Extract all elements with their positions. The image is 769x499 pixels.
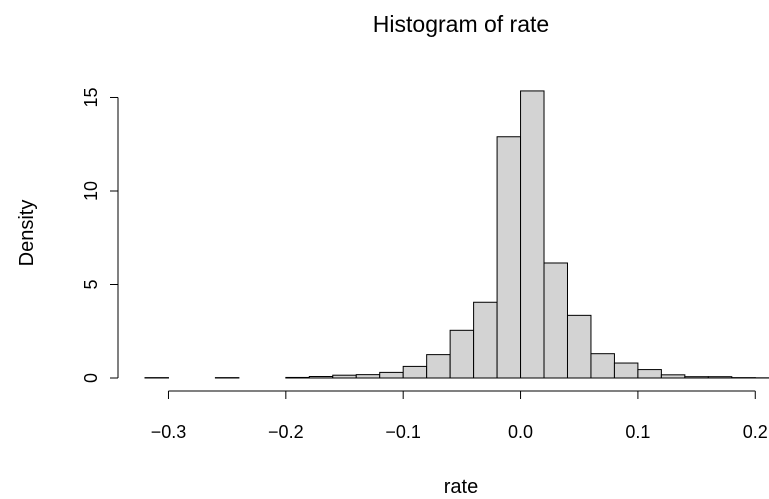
histogram-bar	[473, 301, 498, 379]
histogram-bar	[379, 371, 404, 379]
x-tick-label: −0.3	[151, 422, 187, 442]
y-axis-label: Density	[16, 200, 38, 267]
chart-title: Histogram of rate	[373, 11, 549, 37]
histogram-bar	[426, 354, 451, 379]
histogram-bar	[355, 374, 381, 379]
histogram-bar	[660, 374, 686, 379]
histogram-bar	[707, 376, 733, 379]
x-tick-label: −0.2	[268, 422, 304, 442]
y-tick-label: 10	[81, 181, 101, 201]
y-tick-label: 15	[81, 87, 101, 107]
histogram-bar	[613, 362, 639, 379]
histogram-bar	[520, 90, 545, 379]
histogram-bar	[543, 262, 568, 379]
y-tick-label: 0	[81, 373, 101, 383]
histogram-bar	[402, 365, 428, 379]
x-tick-label: −0.1	[385, 422, 421, 442]
histogram-bar	[332, 374, 357, 379]
x-tick-label: 0.1	[625, 422, 650, 442]
y-tick-label: 5	[81, 279, 101, 289]
y-axis: 0 5 10 15	[81, 87, 119, 383]
x-axis: −0.3 −0.2 −0.1 0.0 0.1 0.2	[151, 390, 768, 442]
bars-group	[144, 90, 769, 379]
x-tick-label: 0.0	[508, 422, 533, 442]
x-axis-label: rate	[444, 476, 478, 498]
histogram-bar	[637, 369, 662, 379]
histogram-bar	[308, 376, 334, 379]
histogram-bar	[449, 329, 475, 379]
histogram-bar	[285, 376, 310, 379]
histogram-bar	[496, 136, 522, 379]
histogram-bar	[566, 314, 592, 379]
histogram-bar	[590, 353, 615, 379]
x-tick-label: 0.2	[743, 422, 768, 442]
histogram-bar	[684, 376, 709, 379]
